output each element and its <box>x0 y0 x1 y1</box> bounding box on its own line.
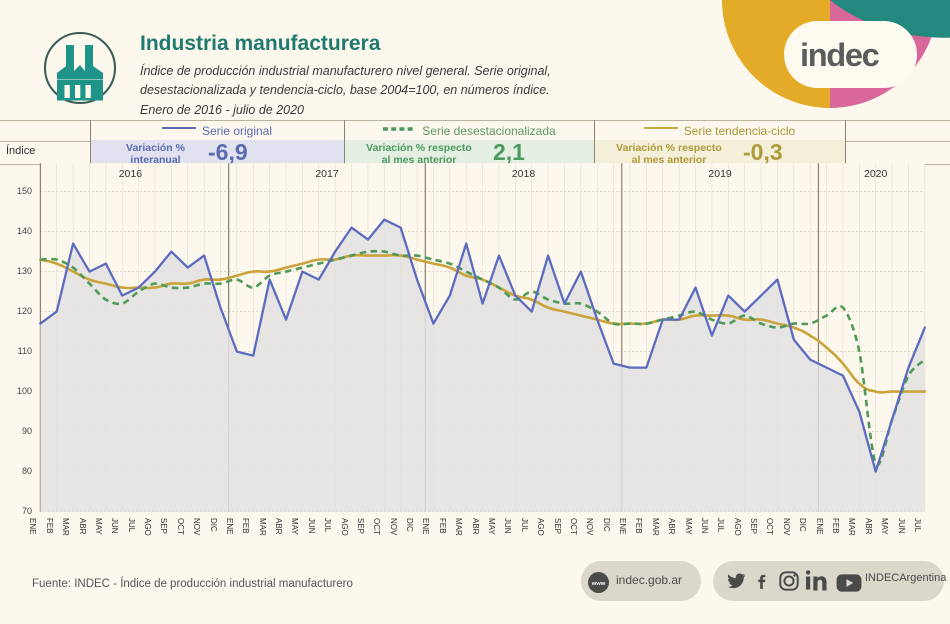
svg-text:www: www <box>591 581 606 587</box>
